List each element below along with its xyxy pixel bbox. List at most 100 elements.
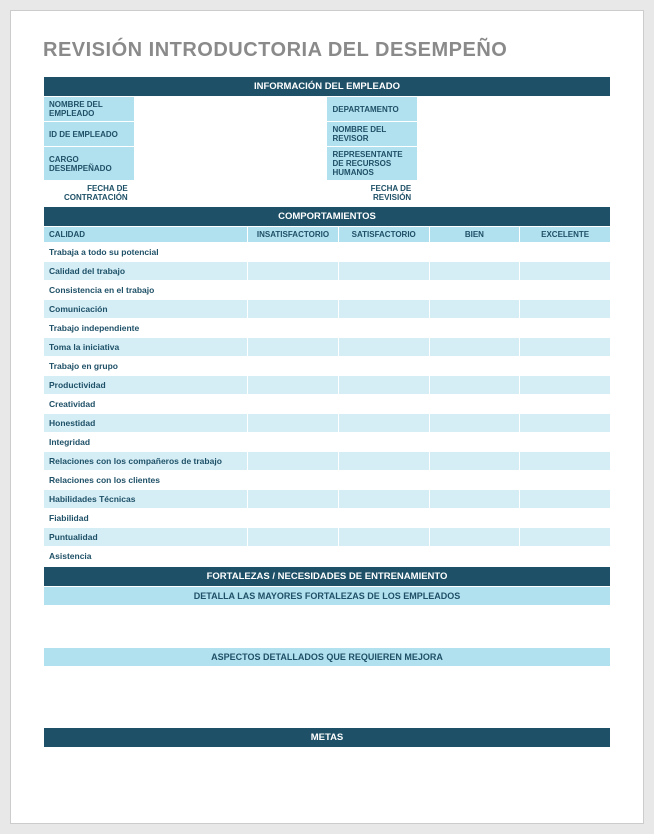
employee-info-header: INFORMACIÓN DEL EMPLEADO (44, 77, 611, 97)
behavior-rating-cell[interactable] (429, 547, 520, 566)
behavior-rating-cell[interactable] (520, 281, 611, 300)
behavior-rating-cell[interactable] (520, 490, 611, 509)
behavior-rating-cell[interactable] (248, 414, 339, 433)
behavior-rating-cell[interactable] (338, 433, 429, 452)
behavior-rating-cell[interactable] (248, 357, 339, 376)
label-employee-name: NOMBRE DEL EMPLEADO (44, 97, 135, 122)
behavior-rating-cell[interactable] (338, 243, 429, 262)
behavior-rating-cell[interactable] (520, 338, 611, 357)
behavior-rating-cell[interactable] (248, 433, 339, 452)
behavior-rating-cell[interactable] (429, 528, 520, 547)
behavior-rating-cell[interactable] (338, 490, 429, 509)
behavior-rating-cell[interactable] (520, 509, 611, 528)
behavior-rating-cell[interactable] (429, 300, 520, 319)
behavior-row: Consistencia en el trabajo (44, 281, 611, 300)
behavior-rating-cell[interactable] (338, 471, 429, 490)
behavior-rating-cell[interactable] (248, 319, 339, 338)
behavior-rating-cell[interactable] (429, 452, 520, 471)
behavior-row: Habilidades Técnicas (44, 490, 611, 509)
behavior-rating-cell[interactable] (338, 338, 429, 357)
behavior-rating-cell[interactable] (429, 414, 520, 433)
behavior-rating-cell[interactable] (520, 243, 611, 262)
behavior-rating-cell[interactable] (520, 300, 611, 319)
behavior-rating-cell[interactable] (248, 490, 339, 509)
value-emp-id[interactable] (134, 122, 327, 147)
behavior-rating-cell[interactable] (520, 452, 611, 471)
behavior-rating-cell[interactable] (338, 376, 429, 395)
behavior-rating-cell[interactable] (520, 395, 611, 414)
value-review-date[interactable] (418, 181, 611, 206)
behavior-rating-cell[interactable] (248, 395, 339, 414)
behavior-rating-cell[interactable] (248, 547, 339, 566)
behavior-rating-cell[interactable] (520, 433, 611, 452)
behavior-rating-cell[interactable] (338, 319, 429, 338)
label-position: CARGO DESEMPEÑADO (44, 147, 135, 181)
value-department[interactable] (418, 97, 611, 122)
behavior-rating-cell[interactable] (520, 471, 611, 490)
label-hire-date: FECHA DE CONTRATACIÓN (44, 181, 135, 206)
behavior-rating-cell[interactable] (248, 528, 339, 547)
behavior-rating-cell[interactable] (520, 262, 611, 281)
behavior-rating-cell[interactable] (429, 490, 520, 509)
behavior-rating-cell[interactable] (338, 395, 429, 414)
value-employee-name[interactable] (134, 97, 327, 122)
strengths-header: FORTALEZAS / NECESIDADES DE ENTRENAMIENT… (44, 567, 611, 587)
behavior-rating-cell[interactable] (520, 357, 611, 376)
section-gap (43, 709, 611, 727)
behavior-rating-cell[interactable] (338, 262, 429, 281)
behavior-rating-cell[interactable] (429, 319, 520, 338)
behavior-rating-cell[interactable] (248, 262, 339, 281)
behavior-rating-cell[interactable] (338, 281, 429, 300)
behavior-rating-cell[interactable] (520, 547, 611, 566)
behavior-label: Fiabilidad (44, 509, 248, 528)
behavior-rating-cell[interactable] (429, 338, 520, 357)
behavior-rating-cell[interactable] (520, 414, 611, 433)
improve-value[interactable] (44, 667, 611, 709)
behavior-rating-cell[interactable] (338, 547, 429, 566)
behavior-rating-cell[interactable] (248, 338, 339, 357)
behavior-rating-cell[interactable] (248, 471, 339, 490)
behavior-label: Creatividad (44, 395, 248, 414)
value-hire-date[interactable] (134, 181, 327, 206)
value-position[interactable] (134, 147, 327, 181)
behavior-rating-cell[interactable] (338, 300, 429, 319)
value-hr-rep[interactable] (418, 147, 611, 181)
behavior-rating-cell[interactable] (248, 376, 339, 395)
behavior-rating-cell[interactable] (248, 281, 339, 300)
behavior-rating-cell[interactable] (429, 376, 520, 395)
behavior-rating-cell[interactable] (520, 528, 611, 547)
strengths-value[interactable] (44, 606, 611, 648)
behavior-label: Puntualidad (44, 528, 248, 547)
value-reviewer[interactable] (418, 122, 611, 147)
behavior-rating-cell[interactable] (248, 509, 339, 528)
behavior-rating-cell[interactable] (338, 414, 429, 433)
behavior-rating-cell[interactable] (429, 243, 520, 262)
behavior-rating-cell[interactable] (338, 528, 429, 547)
behavior-rating-cell[interactable] (429, 433, 520, 452)
col-unsatisfactory: INSATISFACTORIO (248, 227, 339, 243)
behavior-rating-cell[interactable] (338, 509, 429, 528)
behavior-row: Asistencia (44, 547, 611, 566)
behavior-rating-cell[interactable] (338, 357, 429, 376)
behavior-rating-cell[interactable] (248, 452, 339, 471)
behavior-rating-cell[interactable] (429, 395, 520, 414)
goals-header: METAS (44, 728, 611, 748)
behavior-rating-cell[interactable] (429, 471, 520, 490)
behavior-rating-cell[interactable] (429, 509, 520, 528)
behavior-rating-cell[interactable] (429, 262, 520, 281)
goals-table: METAS (43, 727, 611, 748)
col-excellent: EXCELENTE (520, 227, 611, 243)
behavior-rating-cell[interactable] (520, 319, 611, 338)
behavior-rating-cell[interactable] (248, 243, 339, 262)
behavior-row: Trabaja a todo su potencial (44, 243, 611, 262)
label-department: DEPARTAMENTO (327, 97, 418, 122)
strengths-text-area (44, 606, 611, 648)
behavior-row: Trabajo en grupo (44, 357, 611, 376)
behavior-rating-cell[interactable] (429, 357, 520, 376)
behavior-rating-cell[interactable] (338, 452, 429, 471)
col-satisfactory: SATISFACTORIO (338, 227, 429, 243)
behavior-rating-cell[interactable] (248, 300, 339, 319)
behavior-rating-cell[interactable] (520, 376, 611, 395)
strengths-sub2: ASPECTOS DETALLADOS QUE REQUIEREN MEJORA (44, 648, 611, 667)
behavior-rating-cell[interactable] (429, 281, 520, 300)
